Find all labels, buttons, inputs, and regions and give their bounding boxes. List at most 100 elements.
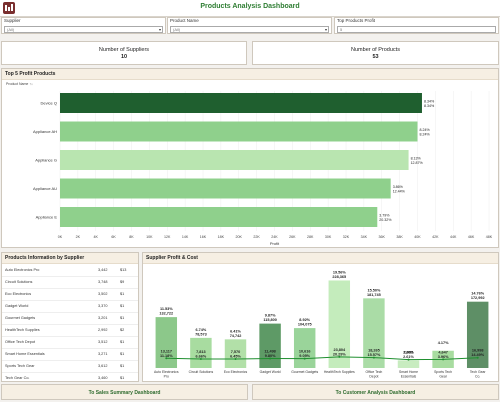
supplier-filter[interactable]: Supplier (All) ▾: [1, 17, 166, 34]
table-row[interactable]: HealthTech Supplies 2,992 $2: [2, 325, 138, 337]
category-label: Gadget World: [260, 370, 281, 374]
profit-pct-label: 2.60%: [403, 350, 414, 354]
x-tick-label: 4K: [94, 235, 99, 239]
table-cell-quantity: 3,460: [98, 376, 108, 380]
top-products-input[interactable]: 5: [337, 26, 496, 33]
supplier-select[interactable]: (All) ▾: [4, 26, 163, 33]
supplier-table: Auto Electronics Pro 3,442 $13 Circuit Solu…: [2, 265, 138, 381]
profit-pct-label: 9.87%: [265, 314, 276, 318]
table-cell-name: Sports Tech Gear: [5, 364, 35, 368]
table-row[interactable]: Circuit Solutions 3,748 $9: [2, 277, 138, 289]
cost-value-label: 16,998: [472, 349, 484, 353]
cost-value-label: 23,804: [333, 348, 346, 352]
category-label: Depot: [369, 375, 378, 379]
cost-point: [476, 356, 479, 359]
x-tick-label: 20K: [236, 235, 243, 239]
table-cell-name: Office Tech Depot: [5, 340, 36, 344]
cost-pct-label: 2.61%: [403, 355, 414, 359]
table-cell-name: Gadget World: [5, 304, 29, 308]
supplier-profit-bar: [155, 317, 178, 368]
top-bar: Products Analysis Dashboard: [0, 0, 500, 17]
profit-value-label: 181,745: [367, 293, 381, 297]
products-kpi-label: Number of Products: [351, 47, 400, 53]
supplier-profit-bar: [363, 298, 385, 368]
table-cell-quantity: 3,612: [98, 364, 108, 368]
x-tick-label: 34K: [361, 235, 368, 239]
profit-pct-label: 6.41%: [230, 329, 241, 333]
page-title: Products Analysis Dashboard: [200, 3, 300, 10]
table-cell-name: Eco Electronics: [5, 292, 32, 296]
table-row[interactable]: Office Tech Depot 3,512 $1: [2, 337, 138, 349]
x-tick-label: 30K: [325, 235, 332, 239]
profit-value-label: 115,800: [263, 318, 277, 322]
table-row[interactable]: Tech Gear Co. 3,460 $1: [2, 373, 138, 381]
logo-icon: [3, 2, 15, 14]
supplier-profit-bar: [397, 360, 420, 368]
profit-pct-label: 19.56%: [333, 270, 347, 274]
x-tick-label: 24K: [271, 235, 278, 239]
table-row[interactable]: Auto Electronics Pro 3,442 $13: [2, 265, 138, 277]
profit-pct-label: 4.17%: [438, 341, 449, 345]
products-kpi-card: Number of Products 53: [252, 41, 499, 65]
table-cell-name: Circuit Solutions: [5, 280, 33, 284]
category-label: Gear: [439, 375, 447, 379]
product-name-select[interactable]: (All) ▾: [170, 26, 329, 33]
cost-pct-label: 20.29%: [333, 352, 347, 356]
supplier-filter-label: Supplier: [4, 18, 21, 23]
cost-pct-label: 11.18%: [160, 354, 173, 358]
product-name-sort-label[interactable]: Product Name ↑↓: [6, 82, 33, 86]
table-row[interactable]: Gourmet Gadgets 3,201 $1: [2, 313, 138, 325]
product-pct-label: 3.79%: [379, 214, 390, 218]
profit-value-label: 132,722: [159, 312, 173, 316]
cost-point: [234, 357, 237, 360]
cost-pct-label: 9.05%: [299, 354, 310, 358]
top-products-filter[interactable]: Top Products Profit 5: [334, 17, 499, 34]
x-tick-label: 36K: [379, 235, 386, 239]
product-name-filter-label: Product Name: [170, 18, 199, 23]
table-cell-quantity: 3,271: [98, 352, 108, 356]
x-tick-label: 46K: [468, 235, 475, 239]
x-tick-label: 16K: [200, 235, 207, 239]
category-label: Gourmet Gadgets: [291, 370, 318, 374]
table-row[interactable]: Eco Electronics 3,502 $1: [2, 289, 138, 301]
profit-value-label: 78,573: [195, 332, 207, 336]
profit-pct-label: 6.74%: [196, 328, 207, 332]
cost-point: [303, 357, 306, 360]
customer-analysis-button[interactable]: To Customer Analysis Dashboard: [252, 384, 499, 400]
cost-pct-label: 6.45%: [230, 354, 241, 358]
cost-point: [269, 357, 272, 360]
cost-point: [442, 358, 445, 361]
supplier-profit-bar: [224, 339, 247, 368]
cost-value-label: 7,813: [196, 350, 206, 354]
category-label: Sports Tech: [434, 370, 452, 374]
table-cell-value: $1: [120, 340, 125, 344]
suppliers-kpi-label: Number of Suppliers: [98, 47, 150, 53]
table-row[interactable]: Sports Tech Gear 3,612 $1: [2, 361, 138, 373]
x-tick-label: 42K: [432, 235, 439, 239]
cost-value-label: 18,265: [368, 349, 380, 353]
product-bar: [60, 178, 391, 199]
cost-value-label: 13,117: [161, 349, 172, 353]
product-name-filter[interactable]: Product Name (All) ▾: [167, 17, 332, 34]
sales-summary-button[interactable]: To Sales Summary Dashboard: [1, 384, 248, 400]
x-tick-label: 48K: [486, 235, 493, 239]
x-tick-label: 8K: [129, 235, 134, 239]
product-pct-label: 8.34%: [424, 100, 435, 104]
supplier-profit-cost-title: Supplier Profit & Cost: [143, 253, 498, 264]
supplier-table-title: Products Information by Supplier: [2, 253, 138, 264]
table-row[interactable]: Smart Home Essentials 3,271 $1: [2, 349, 138, 361]
table-cell-value: $1: [120, 376, 125, 380]
cost-pct-label: 15.57%: [367, 353, 381, 357]
table-row[interactable]: Gadget World 3,370 $1: [2, 301, 138, 313]
product-pct-label: 3.86%: [393, 185, 404, 189]
category-label: Office Tech: [365, 370, 382, 374]
x-tick-label: 12K: [164, 235, 171, 239]
chevron-down-icon: ▾: [324, 27, 327, 32]
profit-pct-label: 15.50%: [367, 288, 381, 292]
table-cell-quantity: 3,748: [98, 280, 108, 284]
x-tick-label: 18K: [218, 235, 225, 239]
cost-point: [165, 357, 168, 360]
table-cell-value: $1: [120, 352, 125, 356]
chevron-down-icon: ▾: [158, 27, 161, 32]
